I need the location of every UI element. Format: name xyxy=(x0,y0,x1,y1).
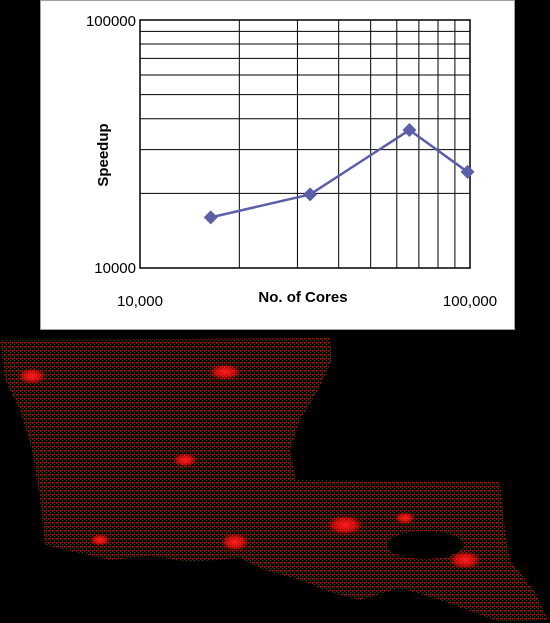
map-lake xyxy=(387,531,463,559)
y-tick-label-bottom: 10000 xyxy=(94,260,136,277)
plot-area-border xyxy=(139,19,471,269)
data-point-marker xyxy=(203,210,218,225)
map-region-shape xyxy=(0,338,548,622)
series-layer xyxy=(203,123,475,225)
data-point-marker xyxy=(303,187,318,202)
chart-panel xyxy=(40,0,515,330)
y-tick-label-top: 100000 xyxy=(86,13,136,30)
speedup-chart: 100000 10000 10,000 100,000 No. of Cores… xyxy=(86,13,497,310)
chart-gridlines xyxy=(140,20,470,268)
data-point-marker xyxy=(460,164,475,179)
data-point-marker xyxy=(402,123,417,138)
x-tick-label-right: 100,000 xyxy=(443,293,497,310)
x-tick-label-left: 10,000 xyxy=(117,293,163,310)
x-axis-title: No. of Cores xyxy=(258,289,347,306)
y-axis-title: Speedup xyxy=(95,123,112,186)
map-hotspots xyxy=(18,364,481,569)
density-map xyxy=(0,338,548,622)
series-line xyxy=(210,128,469,219)
